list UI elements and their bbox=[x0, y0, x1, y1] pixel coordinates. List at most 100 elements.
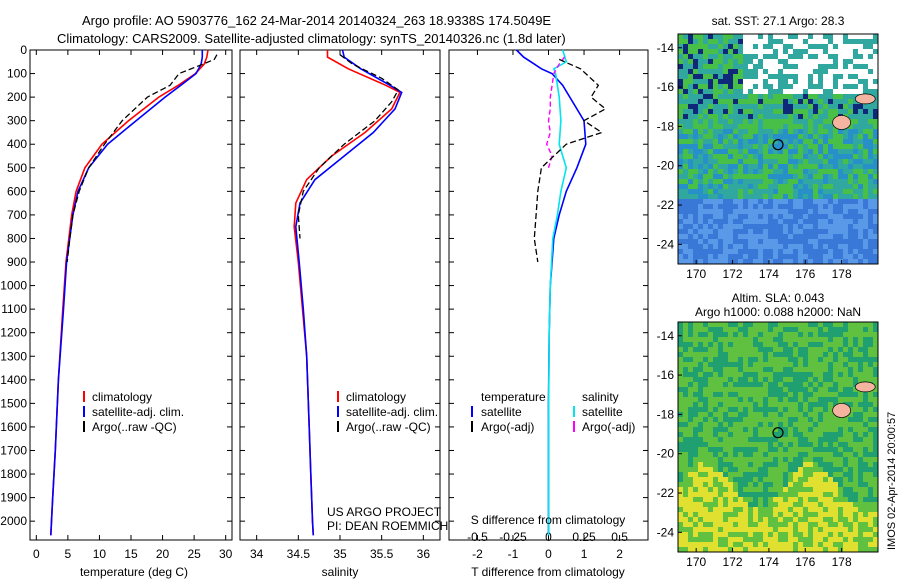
map-cell bbox=[748, 69, 754, 75]
map-cell bbox=[703, 74, 709, 80]
map-cell bbox=[753, 337, 759, 343]
map-cell bbox=[743, 377, 749, 383]
map-cell bbox=[813, 249, 819, 255]
map-cell bbox=[783, 39, 789, 45]
map-cell bbox=[748, 234, 754, 240]
map-cell bbox=[838, 547, 844, 553]
map-cell bbox=[713, 407, 719, 413]
map-cell bbox=[858, 174, 864, 180]
map-cell bbox=[753, 547, 759, 553]
map-cell bbox=[703, 254, 709, 260]
map-cell bbox=[763, 149, 769, 155]
map-cell bbox=[708, 547, 714, 553]
map-cell bbox=[758, 422, 764, 428]
map-cell bbox=[833, 417, 839, 423]
map-cell bbox=[848, 104, 854, 110]
map-cell bbox=[763, 119, 769, 125]
map-cell bbox=[758, 194, 764, 200]
map-cell bbox=[723, 99, 729, 105]
map-cell bbox=[868, 89, 874, 95]
map-cell bbox=[788, 34, 794, 40]
map-cell bbox=[833, 457, 839, 463]
map-cell bbox=[703, 507, 709, 513]
map-cell bbox=[843, 159, 849, 165]
map-cell bbox=[798, 397, 804, 403]
map-cell bbox=[688, 402, 694, 408]
x-tick-label: 1 bbox=[581, 547, 588, 561]
map-cell bbox=[728, 437, 734, 443]
map-cell bbox=[813, 59, 819, 65]
map-cell bbox=[808, 59, 814, 65]
map-cell bbox=[813, 139, 819, 145]
map-cell bbox=[778, 352, 784, 358]
map-cell bbox=[723, 417, 729, 423]
map-cell bbox=[818, 392, 824, 398]
map-cell bbox=[743, 154, 749, 160]
map-cell bbox=[743, 74, 749, 80]
map-cell bbox=[808, 134, 814, 140]
map-cell bbox=[783, 234, 789, 240]
map-cell bbox=[828, 44, 834, 50]
map-cell bbox=[798, 322, 804, 328]
map-cell bbox=[873, 154, 879, 160]
map-cell bbox=[848, 174, 854, 180]
map-cell bbox=[793, 477, 799, 483]
map-cell bbox=[828, 59, 834, 65]
map-cell bbox=[853, 462, 859, 468]
y-tick-label: 1900 bbox=[0, 491, 27, 505]
map-cell bbox=[813, 537, 819, 543]
map-cell bbox=[743, 397, 749, 403]
map-cell bbox=[868, 492, 874, 498]
map-cell bbox=[828, 229, 834, 235]
map-cell bbox=[768, 432, 774, 438]
map-cell bbox=[713, 337, 719, 343]
map-cell bbox=[803, 104, 809, 110]
map-cell bbox=[848, 209, 854, 215]
map-cell bbox=[763, 114, 769, 120]
map-cell bbox=[768, 472, 774, 478]
map-cell bbox=[748, 39, 754, 45]
map-cell bbox=[688, 164, 694, 170]
map-cell bbox=[818, 417, 824, 423]
map-cell bbox=[738, 79, 744, 85]
map-cell bbox=[793, 134, 799, 140]
map-cell bbox=[773, 39, 779, 45]
map-cell bbox=[763, 322, 769, 328]
map-cell bbox=[783, 517, 789, 523]
map-cell bbox=[698, 452, 704, 458]
y-tick-label: 200 bbox=[7, 90, 27, 104]
map-cell bbox=[698, 422, 704, 428]
map-cell bbox=[838, 542, 844, 548]
map-cell bbox=[843, 422, 849, 428]
map-cell bbox=[748, 224, 754, 230]
map-cell bbox=[838, 74, 844, 80]
map-y-tick-label: -14 bbox=[657, 329, 675, 343]
map-cell bbox=[758, 322, 764, 328]
map-cell bbox=[748, 204, 754, 210]
map-cell bbox=[798, 547, 804, 553]
map-cell bbox=[838, 129, 844, 135]
map-cell bbox=[863, 372, 869, 378]
map-cell bbox=[718, 397, 724, 403]
series-difference-salinity-satellite bbox=[547, 49, 568, 536]
map-cell bbox=[728, 74, 734, 80]
map-cell bbox=[803, 407, 809, 413]
map-cell bbox=[738, 417, 744, 423]
map-cell bbox=[788, 99, 794, 105]
map-cell bbox=[738, 422, 744, 428]
map-cell bbox=[843, 332, 849, 338]
map-cell bbox=[843, 209, 849, 215]
map-cell bbox=[863, 219, 869, 225]
map-cell bbox=[808, 417, 814, 423]
map-cell bbox=[843, 547, 849, 553]
map-cell bbox=[818, 332, 824, 338]
map-cell bbox=[773, 457, 779, 463]
map-cell bbox=[703, 99, 709, 105]
island-vanua-levu bbox=[854, 93, 876, 105]
map-cell bbox=[798, 179, 804, 185]
map-cell bbox=[868, 44, 874, 50]
map-cell bbox=[713, 224, 719, 230]
map-cell bbox=[708, 229, 714, 235]
map-cell bbox=[703, 422, 709, 428]
map-cell bbox=[848, 357, 854, 363]
